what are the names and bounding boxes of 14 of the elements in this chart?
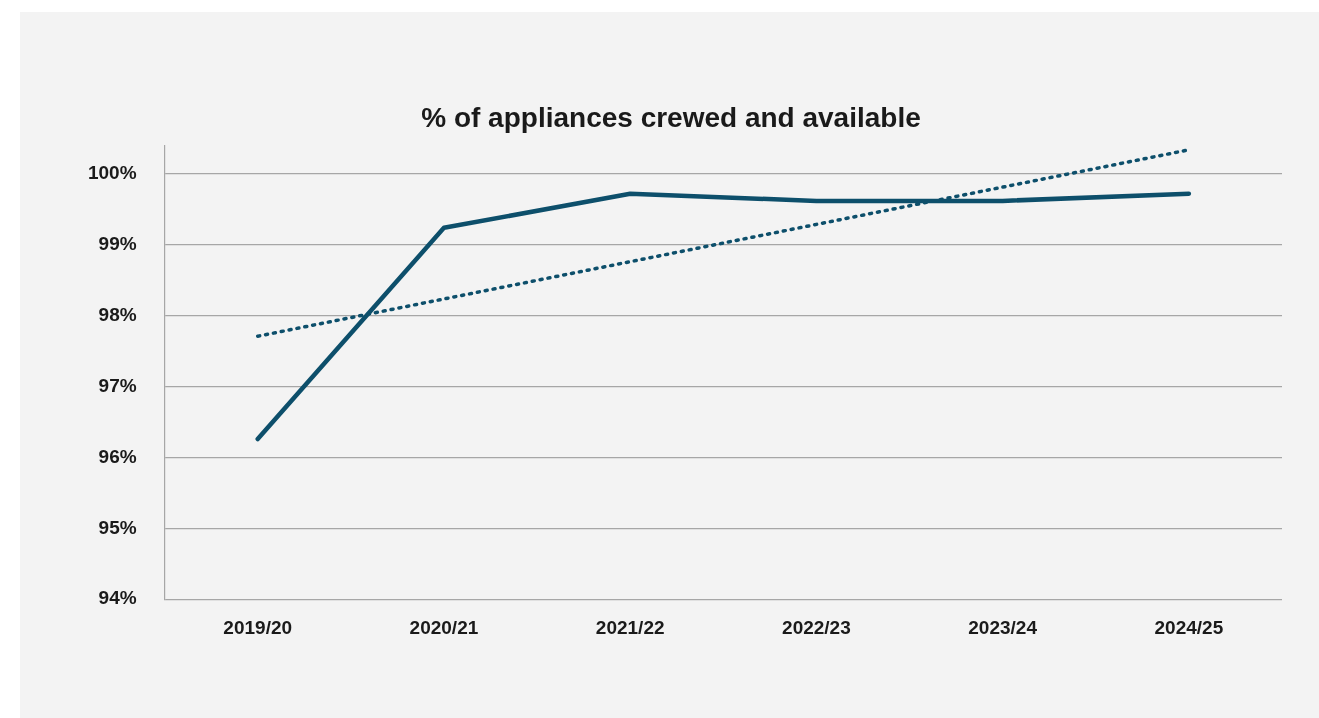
y-tick-label: 96% xyxy=(98,445,137,467)
chart-title: % of appliances crewed and available xyxy=(421,101,921,133)
y-tick-label: 95% xyxy=(98,516,137,538)
x-tick-label: 2022/23 xyxy=(782,616,851,638)
y-tick-label: 100% xyxy=(87,162,137,184)
x-tick-label: 2021/22 xyxy=(595,616,665,638)
y-tick-label: 98% xyxy=(98,303,137,325)
y-tick-label: 99% xyxy=(98,233,137,255)
y-tick-label: 94% xyxy=(98,587,137,609)
x-tick-label: 2023/24 xyxy=(968,616,1038,638)
x-tick-label: 2020/21 xyxy=(409,616,479,638)
x-tick-label: 2019/20 xyxy=(223,616,293,638)
y-tick-label: 97% xyxy=(98,374,137,396)
x-tick-label: 2024/25 xyxy=(1154,616,1224,638)
